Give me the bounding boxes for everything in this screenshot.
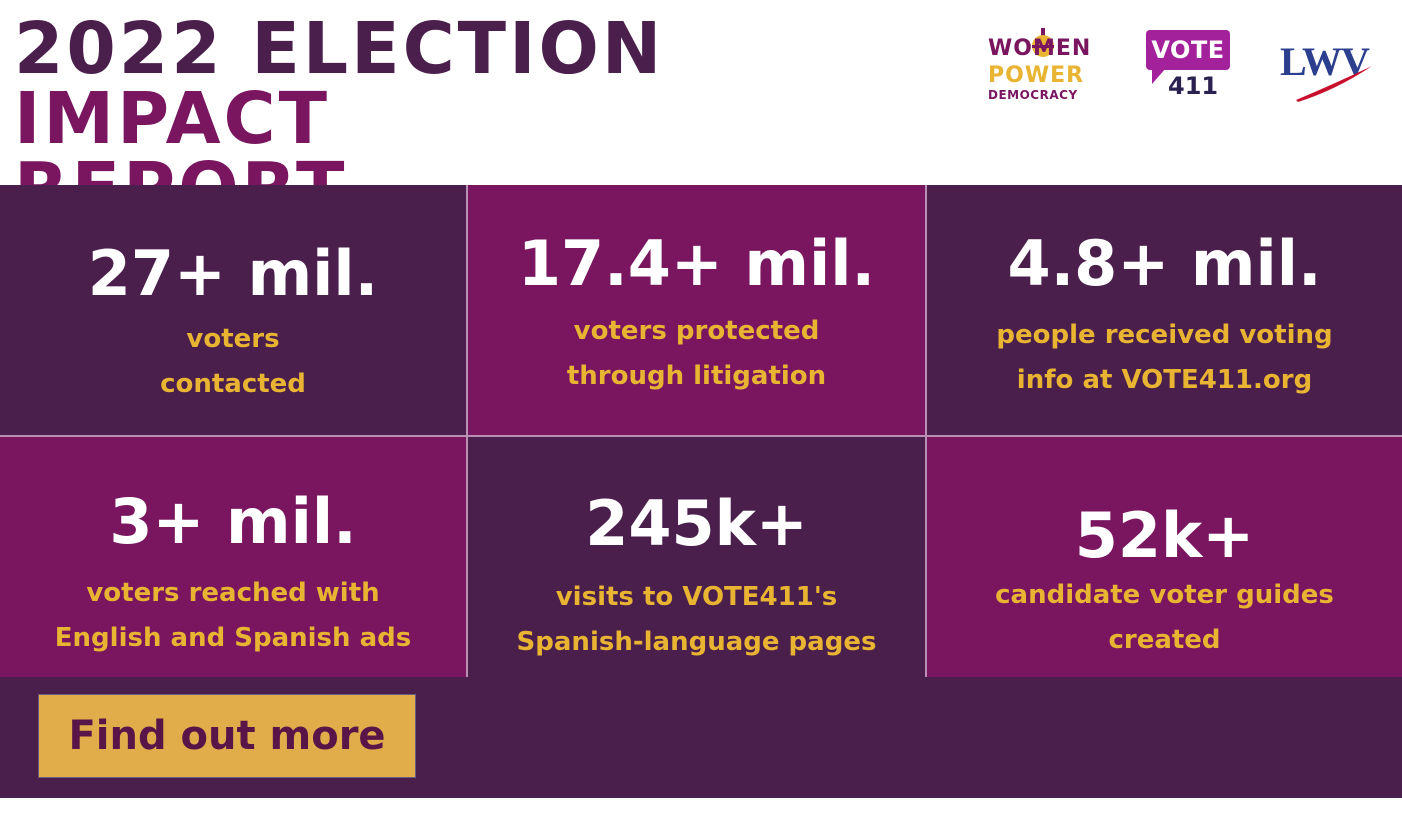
stat-card: 17.4+ mil. voters protected through liti… xyxy=(466,185,925,435)
speech-bubble-tail xyxy=(1152,68,1166,84)
stat-label: people received voting info at VOTE411.o… xyxy=(996,320,1333,395)
stat-label: voters protected through litigation xyxy=(566,316,827,391)
header: 2022 ELECTION IMPACT REPORT WOMEN POWER … xyxy=(0,0,1402,224)
logo-wp-line-1: WOMEN xyxy=(988,36,1092,61)
stat-card: 245k+ visits to VOTE411's Spanish-langua… xyxy=(466,435,925,677)
vote411-number: 411 xyxy=(1168,72,1219,100)
stat-value: 245k+ xyxy=(585,487,808,560)
women-power-democracy-logo[interactable]: WOMEN POWER DEMOCRACY xyxy=(988,26,1112,104)
stat-value: 17.4+ mil. xyxy=(517,227,876,300)
logo-wp-line-2: POWER xyxy=(988,63,1085,88)
stat-label: voters contacted xyxy=(160,324,306,399)
stat-value: 3+ mil. xyxy=(109,485,357,558)
lwv-logo[interactable]: LWV xyxy=(1280,34,1380,104)
title-part-2: IMPACT xyxy=(14,77,331,160)
stat-value: 4.8+ mil. xyxy=(1007,227,1322,300)
stat-card: 3+ mil. voters reached with English and … xyxy=(0,435,466,677)
title-part-1: 2022 ELECTION xyxy=(14,7,665,90)
stat-card: 27+ mil. voters contacted xyxy=(0,185,466,435)
stat-value: 27+ mil. xyxy=(87,237,379,310)
stat-card: 52k+ candidate voter guides created xyxy=(925,435,1402,677)
capitol-dome-icon xyxy=(1032,28,1054,57)
stat-value: 52k+ xyxy=(1074,499,1255,572)
logo-wp-line-3: DEMOCRACY xyxy=(988,88,1078,102)
vote411-bubble: VOTE xyxy=(1146,30,1230,70)
find-out-more-button[interactable]: Find out more xyxy=(38,694,416,778)
vote411-logo[interactable]: VOTE 411 xyxy=(1146,30,1232,100)
swoosh-icon xyxy=(1296,66,1372,102)
stat-card: 4.8+ mil. people received voting info at… xyxy=(925,185,1402,435)
stats-grid: 27+ mil. voters contacted 17.4+ mil. vot… xyxy=(0,185,1402,677)
footer-bar: Find out more xyxy=(0,677,1402,798)
stat-label: visits to VOTE411's Spanish-language pag… xyxy=(516,582,877,657)
stat-label: candidate voter guides created xyxy=(995,580,1334,655)
stat-label: voters reached with English and Spanish … xyxy=(54,578,412,653)
